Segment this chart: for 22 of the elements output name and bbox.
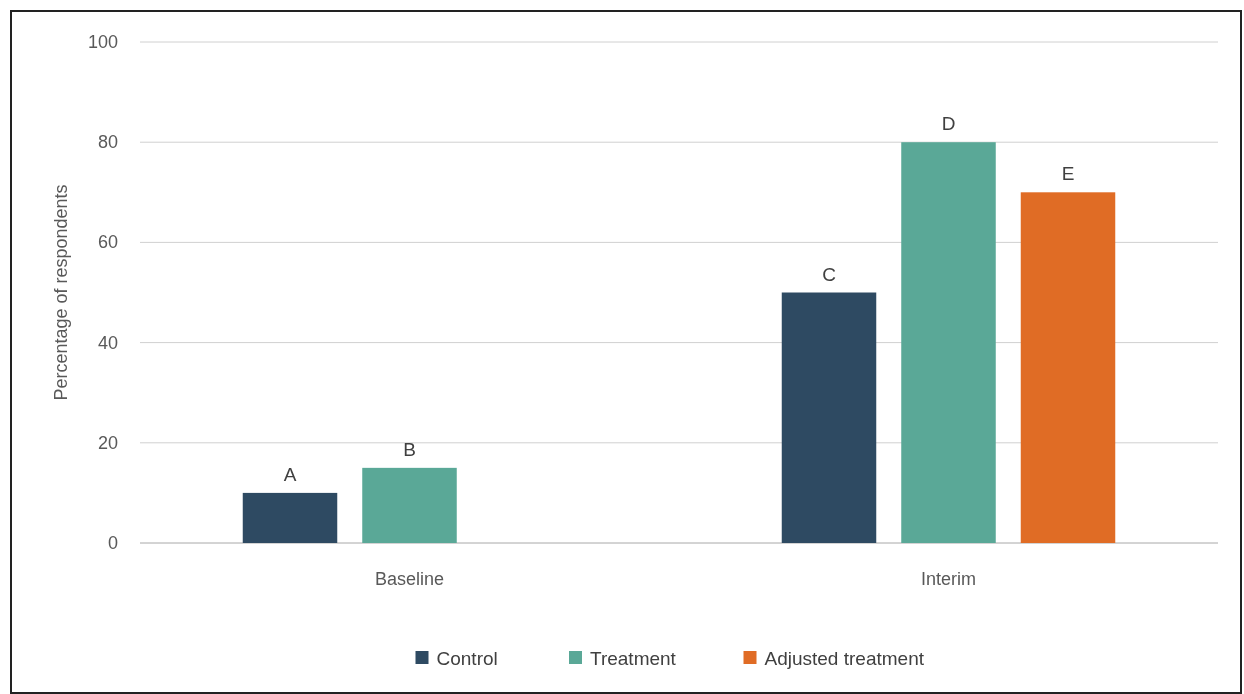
data-label: E	[1061, 163, 1075, 185]
bar	[242, 492, 338, 543]
x-tick-label: Interim	[920, 569, 977, 589]
data-label: A	[283, 463, 297, 485]
x-tick-label: Baseline	[374, 569, 445, 589]
y-tick-label: 20	[97, 432, 118, 453]
data-label: D	[941, 113, 956, 135]
data-label: C	[822, 263, 836, 285]
y-tick-label: 80	[97, 132, 118, 153]
legend-label: Treatment	[590, 648, 677, 669]
y-tick-label: 60	[97, 232, 118, 253]
y-axis-title: Percentage of respondents	[51, 184, 71, 401]
data-label: B	[403, 438, 416, 460]
legend-label: Control	[436, 648, 498, 669]
legend-label: Adjusted treatment	[764, 648, 925, 669]
bar	[901, 142, 996, 543]
y-tick-label: 0	[107, 533, 118, 553]
y-tick-label: 40	[97, 332, 118, 353]
bar	[1020, 192, 1116, 543]
y-tick-label: 100	[87, 32, 118, 52]
bar	[362, 467, 457, 543]
bar	[781, 292, 877, 543]
